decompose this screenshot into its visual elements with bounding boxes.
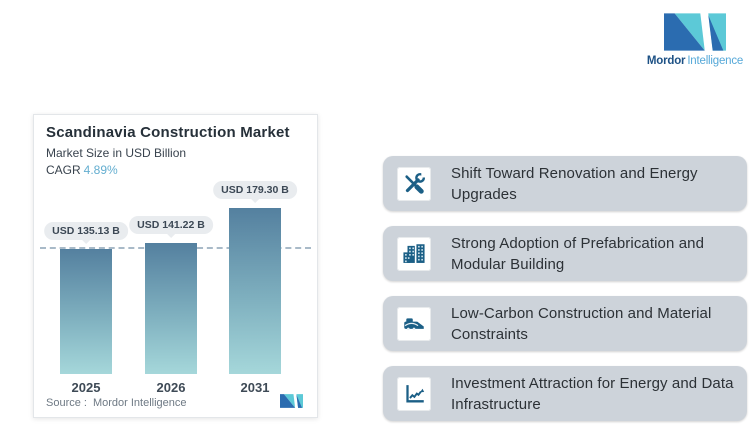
cagr-label: CAGR	[46, 163, 81, 177]
x-axis-label: 2025	[71, 380, 101, 395]
trend-label: Low-Carbon Construction and Material Con…	[451, 304, 712, 343]
chart-icon	[397, 376, 431, 411]
trend-label: Shift Toward Renovation and Energy Upgra…	[451, 164, 698, 203]
chart-title: Scandinavia Construction Market	[46, 124, 290, 141]
chart-cagr: CAGR 4.89%	[46, 163, 118, 177]
bar-2026: USD 141.22 B 2026	[129, 216, 213, 395]
source-value: Mordor Intelligence	[92, 397, 187, 409]
cagr-value: 4.89%	[83, 163, 118, 177]
truck-icon	[397, 306, 431, 341]
brand-wordmark: Mordor Intelligence	[644, 55, 746, 67]
brand-logo: Mordor Intelligence	[644, 13, 746, 67]
trend-label: Investment Attraction for Energy and Dat…	[451, 374, 734, 413]
x-axis-label: 2031	[240, 380, 270, 395]
chart-subtitle: Market Size in USD Billion	[46, 146, 187, 160]
buildings-icon	[397, 236, 431, 271]
bar-value-label: USD 179.30 B	[213, 181, 297, 199]
bar-2025: USD 135.13 B 2025	[44, 222, 128, 395]
bar-value-label: USD 141.22 B	[129, 216, 213, 234]
bar-chart: USD 135.13 B 2025 USD 141.22 B 2026 USD …	[34, 181, 317, 395]
bar-2031: USD 179.30 B 2031	[213, 181, 297, 395]
source-label: Source :	[46, 397, 87, 409]
x-axis-label: 2026	[156, 380, 186, 395]
tools-icon	[397, 166, 431, 201]
mordor-mini-logo-icon	[280, 394, 303, 408]
market-chart-card: Scandinavia Construction Market Market S…	[33, 114, 318, 418]
trend-item-investment: Investment Attraction for Energy and Dat…	[383, 366, 747, 421]
trend-label: Strong Adoption of Prefabrication and Mo…	[451, 234, 705, 273]
brand-name-secondary: Intelligence	[687, 55, 744, 67]
trend-list: Shift Toward Renovation and Energy Upgra…	[383, 156, 747, 421]
trend-item-low-carbon: Low-Carbon Construction and Material Con…	[383, 296, 747, 351]
trend-item-renovation: Shift Toward Renovation and Energy Upgra…	[383, 156, 747, 211]
bar-value-label: USD 135.13 B	[44, 222, 128, 240]
source-note: Source : Mordor Intelligence	[46, 397, 187, 409]
trend-item-prefabrication: Strong Adoption of Prefabrication and Mo…	[383, 226, 747, 281]
brand-name-primary: Mordor	[646, 55, 686, 67]
mordor-logo-icon	[664, 13, 726, 51]
